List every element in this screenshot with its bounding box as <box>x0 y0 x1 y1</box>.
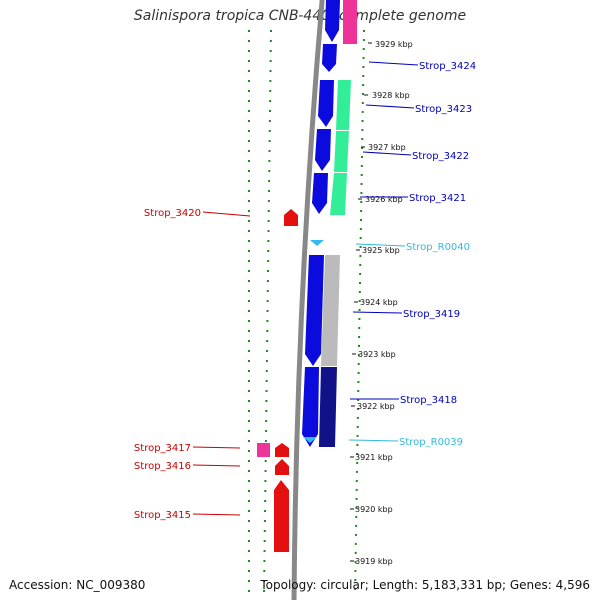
gene-label-strop-3416: Strop_3416 <box>134 461 191 472</box>
ring-dots-outer <box>263 29 272 597</box>
reverse-cds-track <box>257 209 298 552</box>
cog-block-grey <box>321 255 340 366</box>
gene-label-strop-3422: Strop_3422 <box>412 151 469 162</box>
scale-tick-label: 3919 kbp <box>355 557 393 566</box>
scale-tick-labels: 3929 kbp 3928 kbp 3927 kbp 3926 kbp 3925… <box>355 40 413 566</box>
cog-block-green <box>334 131 349 172</box>
gene-arrow-strop-3415 <box>274 480 289 552</box>
scale-tick-label: 3922 kbp <box>357 402 395 411</box>
gene-label-strop-3418: Strop_3418 <box>400 395 457 406</box>
cog-block-magenta-left <box>257 443 270 457</box>
rna-strop-r0039 <box>303 437 317 443</box>
scale-tick-label: 3928 kbp <box>372 91 410 100</box>
gene-arrow-strop-3417 <box>275 443 289 457</box>
scale-tick-label: 3924 kbp <box>360 298 398 307</box>
scale-tick-label: 3923 kbp <box>358 350 396 359</box>
cog-block-green <box>330 173 347 215</box>
gene-arrow-strop-3420 <box>284 209 298 226</box>
gene-label-strop-3424: Strop_3424 <box>419 61 476 72</box>
forward-cds-track <box>302 0 340 447</box>
genome-summary: Topology: circular; Length: 5,183,331 bp… <box>260 578 590 592</box>
gene-arrow-strop-3423 <box>318 80 334 127</box>
cog-track <box>319 0 357 447</box>
gene-label-strop-r0039: Strop_R0039 <box>399 437 463 448</box>
gene-label-strop-r0040: Strop_R0040 <box>406 242 470 253</box>
gene-label-strop-3419: Strop_3419 <box>403 309 460 320</box>
gene-label-strop-3421: Strop_3421 <box>409 193 466 204</box>
scale-ticks <box>350 42 372 562</box>
rna-strop-r0040 <box>310 240 324 246</box>
gene-label-strop-3415: Strop_3415 <box>134 510 191 521</box>
cog-block-magenta <box>343 0 357 44</box>
cog-block-navy <box>319 367 337 447</box>
scale-tick-label: 3926 kbp <box>365 195 403 204</box>
genome-backbone <box>291 0 325 600</box>
gene-label-strop-3417: Strop_3417 <box>134 443 191 454</box>
gene-arrow-strop-3424 <box>322 44 337 72</box>
accession-label: Accession: NC_009380 <box>9 578 146 592</box>
gene-label-strop-3420: Strop_3420 <box>144 208 201 219</box>
gene-arrow-strop-3425 <box>325 0 340 42</box>
gene-label-strop-3423: Strop_3423 <box>415 104 472 115</box>
scale-tick-label: 3921 kbp <box>355 453 393 462</box>
gene-arrow-strop-3421 <box>312 173 328 214</box>
cog-block-green <box>336 80 351 130</box>
gene-labels: Strop_3424 Strop_3423 Strop_3422 Strop_3… <box>134 61 476 521</box>
label-leaders <box>192 61 419 516</box>
gene-arrow-strop-3422 <box>315 129 331 171</box>
scale-tick-label: 3925 kbp <box>362 246 400 255</box>
gene-arrow-strop-3416 <box>275 459 289 475</box>
gene-arrow-strop-3418 <box>302 367 319 447</box>
scale-tick-label: 3927 kbp <box>368 143 406 152</box>
scale-tick-label: 3929 kbp <box>375 40 413 49</box>
map-title: Salinispora tropica CNB-440, complete ge… <box>133 8 467 24</box>
gene-arrow-strop-3419 <box>305 255 324 366</box>
scale-tick-label: 3920 kbp <box>355 505 393 514</box>
